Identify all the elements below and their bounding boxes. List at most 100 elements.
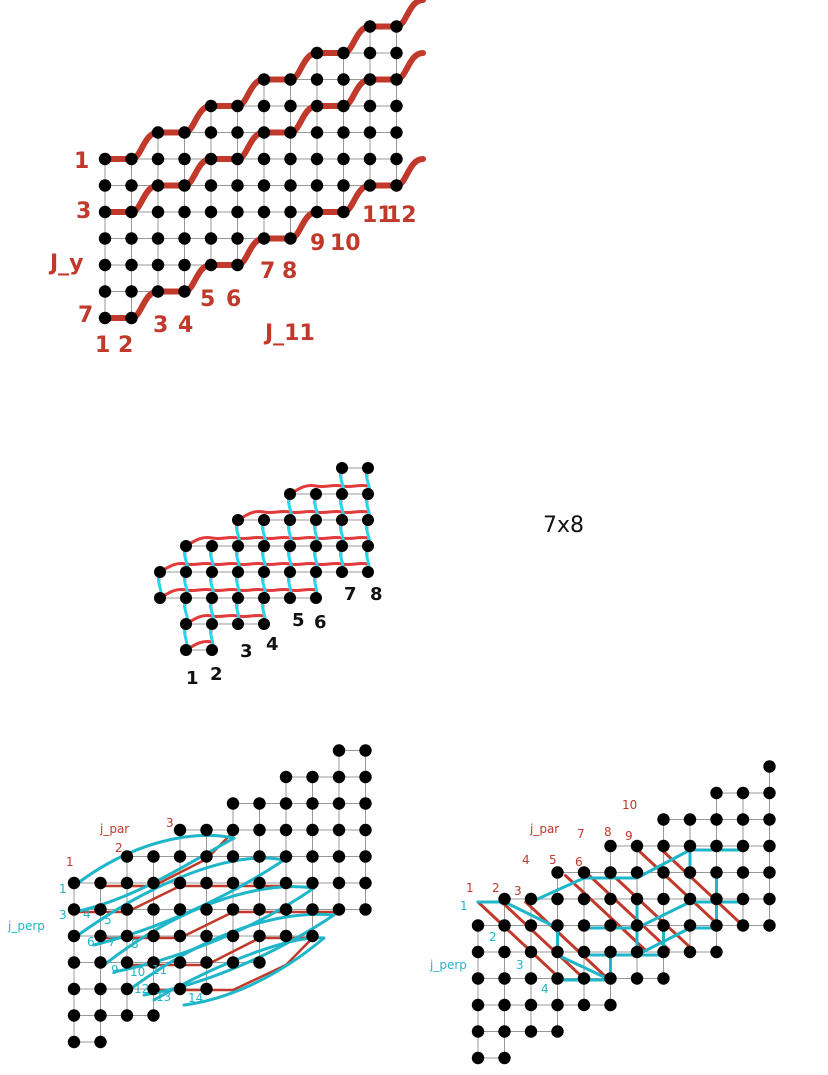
panel3-node	[200, 876, 213, 890]
panel3-node	[253, 797, 266, 810]
panel3-node	[67, 956, 81, 969]
panel3-node	[359, 823, 372, 837]
panel4-red-diagonal	[563, 874, 647, 952]
panel4-node	[471, 998, 485, 1012]
panel2-node	[258, 618, 270, 630]
panel1-bottom-label-4: 4	[178, 313, 193, 338]
panel4-red-number-1: 1	[466, 881, 474, 895]
panel4-node	[604, 839, 617, 853]
panel3-node	[332, 876, 346, 890]
panel1-node	[390, 179, 403, 192]
panel3-node	[226, 929, 240, 943]
panel3-cyan-number-8: 8	[131, 937, 139, 951]
panel3-cyan-bond	[127, 912, 336, 997]
panel3-node	[67, 1009, 81, 1022]
panel4-red-number-7: 7	[577, 827, 585, 841]
panel1-node	[231, 126, 244, 139]
panel4-node	[630, 892, 644, 906]
panel1-node	[151, 258, 165, 272]
panel1-node	[363, 179, 377, 192]
panel2-node	[206, 618, 218, 630]
panel4-node	[604, 945, 617, 959]
panel2-node	[180, 540, 192, 552]
panel3-node	[279, 770, 293, 784]
panel4-node	[551, 945, 564, 959]
panel1-node	[337, 73, 350, 86]
panel4-red-diagonal	[635, 847, 718, 925]
panel3-node	[67, 982, 81, 996]
panel1-node	[310, 152, 324, 166]
panel4-node	[763, 813, 776, 826]
panel1-node	[178, 285, 191, 298]
panel1-node	[125, 232, 138, 245]
panel3-node	[120, 876, 134, 890]
panel3-node	[173, 876, 187, 890]
panel1-bottom-label-2: 2	[118, 333, 133, 358]
panel1-node	[284, 232, 297, 245]
panel3-red-number-1: 1	[66, 855, 74, 869]
panel3-node	[226, 797, 240, 810]
panel2-node	[180, 566, 192, 578]
panel4-node	[763, 839, 776, 853]
panel3-node	[147, 903, 160, 916]
panel3-cyan-number-13: 13	[156, 990, 171, 1004]
panel3-cyan-number-6: 6	[87, 935, 95, 949]
panel1-node	[390, 73, 403, 86]
panel3-cyan-number-9: 9	[111, 963, 119, 977]
panel4-node	[657, 892, 670, 906]
panel4-red-number-6: 6	[575, 855, 583, 869]
panel2-node	[232, 566, 244, 578]
panel2-node	[362, 566, 374, 578]
panel1-node	[284, 152, 297, 166]
panel1-node	[257, 232, 271, 245]
panel4-node	[524, 998, 538, 1012]
panel1-node	[390, 46, 403, 60]
panel3-node	[226, 956, 240, 969]
panel3-node	[120, 929, 134, 943]
panel3-node	[200, 903, 213, 916]
panel2-node	[336, 540, 348, 552]
panel4-node	[630, 972, 644, 985]
panel1-node	[310, 73, 324, 86]
panel4-node	[498, 945, 511, 959]
panel4-node	[604, 998, 617, 1012]
panel2-node	[310, 592, 322, 604]
panel2-red-line	[184, 535, 370, 548]
panel3-node	[226, 823, 240, 837]
panel4-node	[604, 892, 617, 906]
panel4-node	[736, 786, 750, 800]
panel1-node	[98, 152, 112, 166]
panel1-node	[257, 126, 271, 139]
panel3-node	[200, 823, 213, 837]
panel3-node	[332, 770, 346, 784]
panel4-node	[683, 892, 697, 906]
panel3-cyan-number-7: 7	[108, 935, 116, 949]
panel4-node	[471, 945, 485, 959]
panel1-node	[284, 99, 297, 113]
panel1-node	[363, 46, 377, 60]
panel4-node	[710, 866, 723, 879]
panel4-cyan-number-2: 2	[489, 930, 497, 944]
panel4-red-number-2: 2	[492, 881, 500, 895]
panel4-node	[710, 813, 723, 826]
panel4-node	[683, 945, 697, 959]
panel1-node	[178, 205, 191, 219]
panel4-node	[736, 813, 750, 826]
panel1-left-label-3: 3	[76, 199, 91, 224]
panel1-bottom-label-3: 3	[153, 313, 168, 338]
panel4-cyan-number-4: 4	[541, 982, 549, 996]
panel1-node	[125, 258, 138, 272]
panel1-node	[337, 126, 350, 139]
panel2-node	[310, 514, 322, 526]
panel1-bottom-label-5: 5	[200, 287, 215, 312]
panel1-node	[204, 232, 218, 245]
panel2-node	[310, 566, 322, 578]
panel4-node	[630, 945, 644, 959]
panel3-node	[306, 903, 319, 916]
panel1-left-label-7: 7	[78, 303, 93, 328]
panel1-bottom-label-7: 7	[260, 259, 275, 284]
panel3-cyan-number-10: 10	[130, 965, 145, 979]
panel1-node	[204, 258, 218, 272]
panel1-node	[363, 99, 377, 113]
panel4-node	[630, 919, 644, 932]
